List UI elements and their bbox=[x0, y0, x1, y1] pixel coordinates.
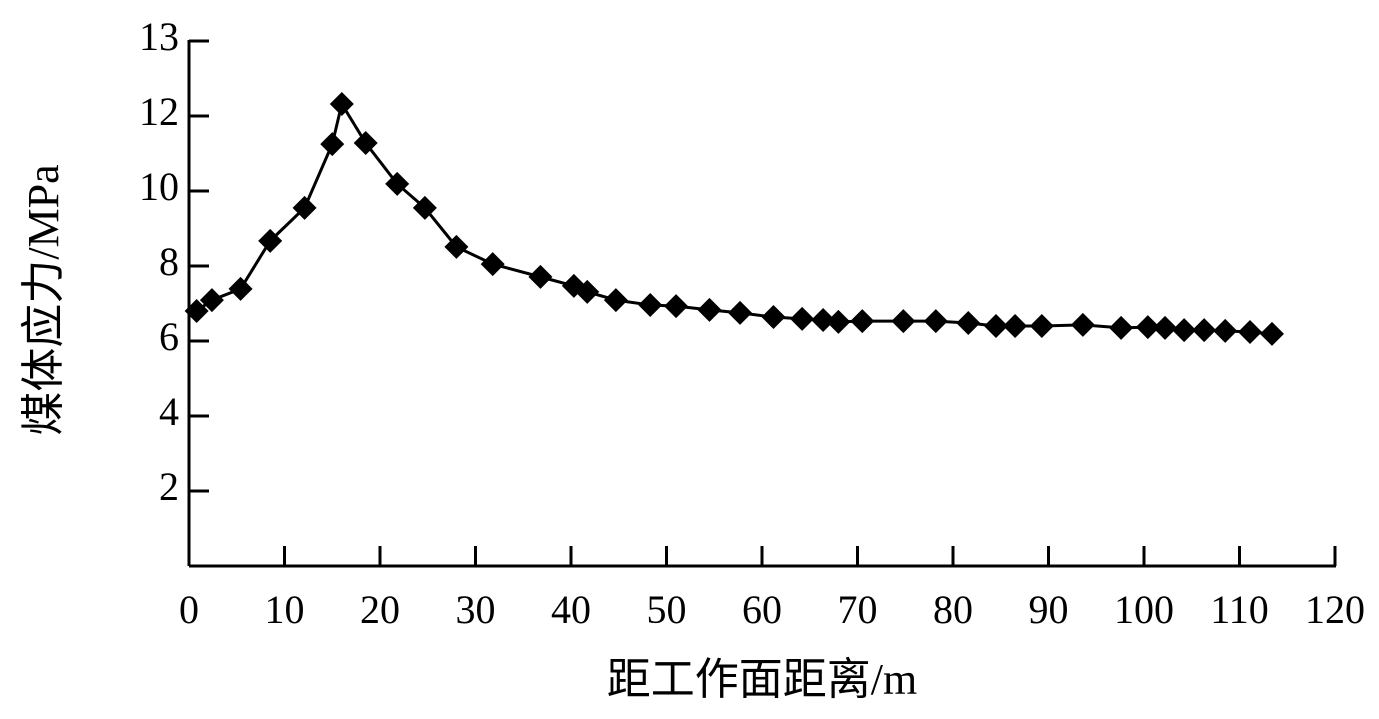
marker bbox=[790, 306, 815, 331]
marker bbox=[1259, 321, 1284, 346]
line bbox=[195, 100, 1273, 336]
marker bbox=[575, 279, 600, 304]
x-axis-title: 距工作面距离/m bbox=[607, 655, 917, 704]
y-axis-title: 煤体应力/MPa bbox=[19, 164, 68, 435]
marker bbox=[353, 131, 378, 155]
marker bbox=[385, 171, 410, 196]
marker bbox=[728, 300, 753, 325]
marker bbox=[292, 195, 317, 220]
y-tick-label: 6 bbox=[159, 314, 179, 359]
x-tick-label: 10 bbox=[265, 587, 305, 632]
y-tick-label: 4 bbox=[159, 389, 179, 434]
y-tick-label: 2 bbox=[159, 464, 179, 509]
x-tick-label: 20 bbox=[360, 587, 400, 632]
marker bbox=[412, 195, 437, 220]
x-tick-label: 100 bbox=[1114, 587, 1174, 632]
marker bbox=[444, 234, 469, 259]
marker bbox=[1003, 314, 1028, 338]
marker bbox=[1238, 320, 1263, 344]
marker bbox=[528, 264, 553, 289]
y-tick-label: 10 bbox=[139, 164, 179, 209]
marker bbox=[184, 299, 209, 323]
x-tick-label: 80 bbox=[933, 587, 973, 632]
marker bbox=[1070, 312, 1095, 337]
marker bbox=[603, 288, 628, 313]
marker bbox=[638, 293, 663, 317]
marker bbox=[1029, 314, 1054, 338]
y-tick-label: 12 bbox=[139, 89, 179, 134]
marker bbox=[1109, 315, 1134, 340]
x-tick-label: 110 bbox=[1210, 587, 1269, 632]
x-tick-label: 70 bbox=[838, 587, 878, 632]
marker bbox=[199, 288, 224, 313]
x-tick-label: 50 bbox=[647, 587, 687, 632]
marker bbox=[826, 309, 851, 334]
x-tick-label: 60 bbox=[742, 587, 782, 632]
x-tick-label: 40 bbox=[551, 587, 591, 632]
marker bbox=[1213, 318, 1238, 343]
x-tick-label: 0 bbox=[179, 587, 199, 632]
marker bbox=[1135, 315, 1160, 340]
marker bbox=[761, 305, 786, 329]
marker bbox=[983, 314, 1008, 338]
y-tick-label: 8 bbox=[159, 239, 179, 284]
marker bbox=[258, 228, 283, 253]
x-tick-label: 30 bbox=[456, 587, 496, 632]
marker bbox=[228, 276, 253, 301]
marker bbox=[850, 309, 875, 334]
marker bbox=[891, 309, 916, 334]
marker bbox=[923, 309, 948, 334]
x-tick-label: 90 bbox=[1029, 587, 1069, 632]
marker bbox=[1172, 318, 1197, 343]
marker bbox=[1153, 315, 1178, 340]
x-tick-label: 120 bbox=[1305, 587, 1365, 632]
marker bbox=[329, 92, 354, 116]
marker bbox=[1192, 318, 1217, 343]
marker bbox=[697, 297, 722, 322]
marker bbox=[480, 252, 505, 277]
marker bbox=[664, 294, 689, 319]
marker bbox=[320, 132, 345, 157]
y-tick-label: 13 bbox=[139, 14, 179, 59]
marker bbox=[811, 308, 836, 332]
marker bbox=[956, 311, 981, 335]
